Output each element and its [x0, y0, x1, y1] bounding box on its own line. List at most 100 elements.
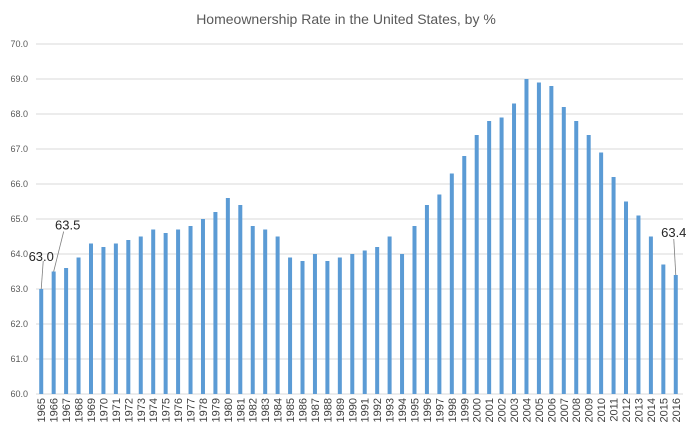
x-tick-label: 1977 [186, 398, 198, 422]
bar-1965 [39, 289, 44, 394]
x-tick-label: 1989 [335, 398, 347, 422]
x-tick-label: 1988 [322, 398, 334, 422]
x-tick-label: 2009 [584, 398, 596, 422]
x-tick-label: 1967 [61, 398, 73, 422]
bars [39, 79, 678, 394]
bar-1999 [462, 156, 467, 394]
x-tick-label: 1984 [273, 398, 285, 422]
x-tick-label: 1966 [49, 398, 61, 422]
bar-2001 [487, 121, 492, 394]
x-tick-label: 2006 [546, 398, 558, 422]
bar-2015 [661, 264, 666, 394]
x-tick-label: 1965 [36, 398, 48, 422]
bar-1976 [176, 229, 181, 394]
annotations: 63.0 63.5 63.4 [29, 218, 686, 290]
bar-2010 [599, 152, 604, 394]
x-tick-label: 1979 [210, 398, 222, 422]
x-tick-label: 1994 [397, 398, 409, 422]
x-tick-label: 2010 [596, 398, 608, 422]
bar-1973 [138, 236, 143, 394]
x-tick-label: 1973 [136, 398, 148, 422]
y-tick-label: 69.0 [10, 74, 28, 84]
bar-1984 [275, 236, 280, 394]
bar-2000 [474, 135, 479, 394]
x-tick-label: 1978 [198, 398, 210, 422]
bar-1990 [350, 254, 355, 394]
x-tick-label: 2002 [497, 398, 509, 422]
bar-1980 [225, 198, 230, 394]
bar-1989 [337, 257, 342, 394]
x-tick-label: 1980 [223, 398, 235, 422]
x-tick-label: 1999 [459, 398, 471, 422]
x-tick-label: 1987 [310, 398, 322, 422]
x-tick-label: 2004 [521, 398, 533, 422]
bar-1982 [250, 226, 255, 394]
x-tick-label: 2014 [646, 398, 658, 422]
bar-2014 [648, 236, 653, 394]
x-tick-label: 2012 [621, 398, 633, 422]
x-tick-label: 1996 [422, 398, 434, 422]
bar-1995 [412, 226, 417, 394]
bar-1992 [375, 247, 380, 394]
bar-1978 [200, 219, 205, 394]
y-tick-label: 60.0 [10, 389, 28, 399]
bar-2002 [499, 117, 504, 394]
bar-1986 [300, 261, 305, 394]
bar-1969 [88, 243, 93, 394]
bar-1977 [188, 226, 193, 394]
x-tick-label: 1983 [260, 398, 272, 422]
y-tick-label: 62.0 [10, 319, 28, 329]
bar-2007 [561, 107, 566, 394]
y-tick-label: 67.0 [10, 144, 28, 154]
bar-2006 [549, 86, 554, 394]
bar-2016 [673, 275, 678, 394]
annotation-leader [53, 231, 65, 272]
bar-1996 [424, 205, 429, 394]
x-tick-label: 1992 [372, 398, 384, 422]
data-label-1965: 63.0 [29, 249, 54, 264]
bar-1979 [213, 212, 218, 394]
bar-1971 [113, 243, 118, 394]
x-tick-label: 1995 [409, 398, 421, 422]
bar-2008 [574, 121, 579, 394]
bar-1987 [312, 254, 317, 394]
x-tick-label: 1997 [434, 398, 446, 422]
gridlines [36, 43, 683, 395]
bar-1968 [76, 257, 81, 394]
y-tick-label: 64.0 [10, 249, 28, 259]
x-tick-label: 2003 [509, 398, 521, 422]
x-tick-label: 2007 [559, 398, 571, 422]
x-tick-label: 1991 [360, 398, 372, 422]
y-tick-label: 63.0 [10, 284, 28, 294]
bar-1974 [151, 229, 156, 394]
data-label-1966: 63.5 [55, 218, 80, 233]
bar-1994 [400, 254, 405, 394]
bar-1972 [126, 240, 131, 394]
x-tick-label: 1969 [86, 398, 98, 422]
bar-1981 [238, 205, 243, 394]
bar-1970 [101, 247, 106, 394]
y-tick-label: 61.0 [10, 354, 28, 364]
bar-1983 [263, 229, 268, 394]
bar-2011 [611, 177, 616, 394]
y-tick-label: 70.0 [10, 39, 28, 49]
x-tick-label: 2015 [658, 398, 670, 422]
y-tick-label: 66.0 [10, 179, 28, 189]
annotation-leader [40, 260, 44, 290]
bar-2003 [512, 103, 517, 394]
bar-2013 [636, 215, 641, 394]
x-tick-label: 2001 [484, 398, 496, 422]
bar-1998 [449, 173, 454, 394]
x-tick-label: 1982 [248, 398, 260, 422]
x-tick-label: 1971 [111, 398, 123, 422]
bar-1988 [325, 261, 330, 394]
x-tick-label: 1970 [98, 398, 110, 422]
x-tick-label: 2000 [472, 398, 484, 422]
x-tick-label: 1985 [285, 398, 297, 422]
bar-1991 [362, 250, 367, 394]
bar-2005 [536, 82, 541, 394]
x-tick-label: 1975 [161, 398, 173, 422]
x-tick-label: 1981 [235, 398, 247, 422]
x-tick-label: 1986 [298, 398, 310, 422]
